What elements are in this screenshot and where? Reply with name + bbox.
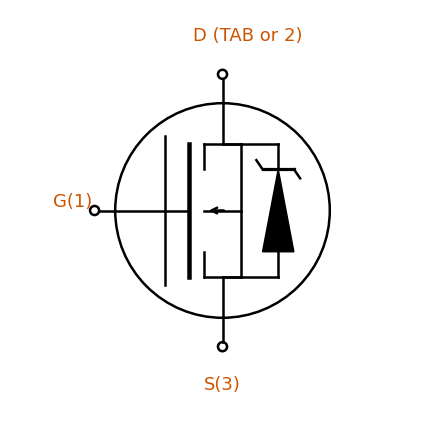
Text: G(1): G(1): [53, 193, 93, 211]
Text: S(3): S(3): [204, 376, 241, 394]
Polygon shape: [263, 169, 294, 252]
Text: D (TAB or 2): D (TAB or 2): [193, 27, 302, 45]
